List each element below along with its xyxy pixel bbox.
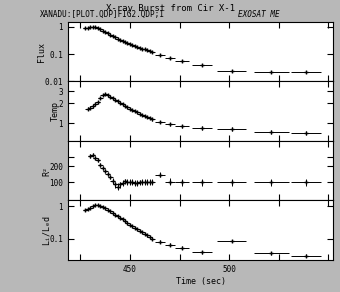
- Text: X-ray Burst from Cir X-1: X-ray Burst from Cir X-1: [105, 4, 235, 13]
- Text: XANADU:[PLOT.QDP]FIG2.QDP;1: XANADU:[PLOT.QDP]FIG2.QDP;1: [39, 10, 165, 19]
- Y-axis label: Flux: Flux: [37, 42, 46, 62]
- Text: EXOSAT ME: EXOSAT ME: [238, 10, 279, 19]
- X-axis label: Time (sec): Time (sec): [175, 277, 226, 286]
- Y-axis label: R²: R²: [42, 166, 51, 175]
- Y-axis label: Lᵢ/Lₑd: Lᵢ/Lₑd: [42, 215, 51, 245]
- Y-axis label: Temp: Temp: [51, 101, 60, 121]
